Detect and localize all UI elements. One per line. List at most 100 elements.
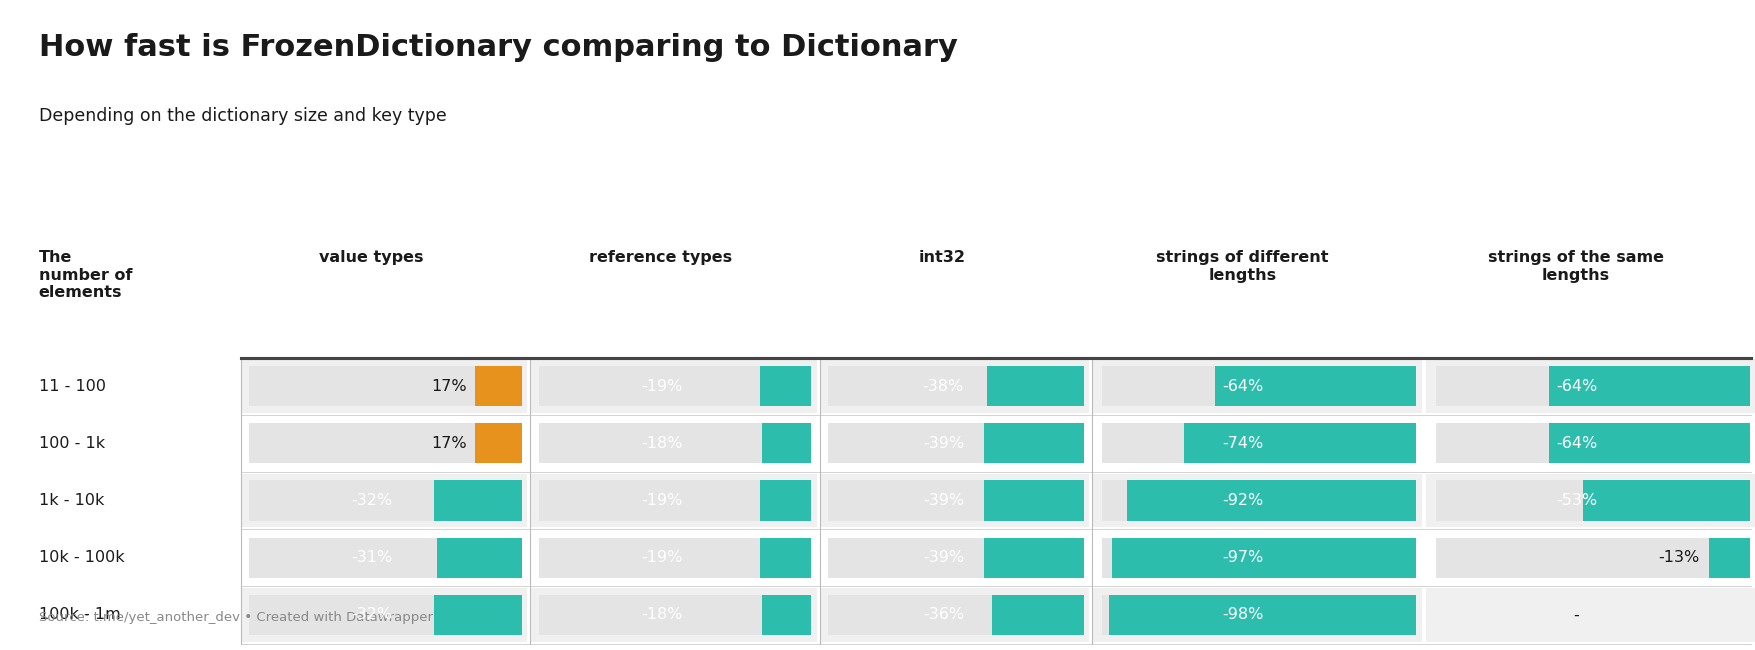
Bar <box>249 538 521 578</box>
Bar <box>530 474 816 527</box>
Bar <box>240 474 526 527</box>
Bar <box>1425 417 1755 470</box>
Bar <box>539 423 811 463</box>
Text: int32: int32 <box>918 250 965 265</box>
Bar <box>760 538 811 578</box>
Bar <box>1425 474 1755 527</box>
Text: value types: value types <box>318 250 423 265</box>
Text: 17%: 17% <box>432 436 467 451</box>
Bar <box>992 595 1083 635</box>
Text: -39%: -39% <box>923 550 963 566</box>
Bar <box>240 359 526 413</box>
Bar <box>1092 588 1422 642</box>
Bar <box>249 366 521 406</box>
Bar <box>539 595 811 635</box>
Bar <box>1548 366 1748 406</box>
Bar <box>433 595 521 635</box>
Bar <box>1092 417 1422 470</box>
Bar <box>249 595 521 635</box>
Text: -32%: -32% <box>351 493 391 508</box>
Bar <box>1092 531 1422 584</box>
Bar <box>820 417 1088 470</box>
Bar <box>986 366 1083 406</box>
Bar <box>1127 480 1415 521</box>
Bar <box>1436 366 1748 406</box>
Bar <box>1425 588 1755 642</box>
Bar <box>1214 366 1415 406</box>
Bar <box>1583 480 1748 521</box>
Text: -19%: -19% <box>641 550 683 566</box>
Text: 1k - 10k: 1k - 10k <box>39 493 104 508</box>
Text: -64%: -64% <box>1221 378 1264 394</box>
Bar <box>1436 423 1748 463</box>
Text: -92%: -92% <box>1221 493 1264 508</box>
Bar <box>820 359 1088 413</box>
Bar <box>1548 423 1748 463</box>
Text: -13%: -13% <box>1657 550 1699 566</box>
Text: strings of different
lengths: strings of different lengths <box>1155 250 1329 283</box>
Text: strings of the same
lengths: strings of the same lengths <box>1486 250 1664 283</box>
Text: How fast is FrozenDictionary comparing to Dictionary: How fast is FrozenDictionary comparing t… <box>39 32 956 62</box>
Bar <box>249 480 521 521</box>
Bar <box>1102 366 1415 406</box>
Bar <box>240 588 526 642</box>
Bar <box>820 588 1088 642</box>
Bar <box>985 538 1083 578</box>
Bar <box>530 531 816 584</box>
Text: -64%: -64% <box>1555 378 1597 394</box>
Text: -97%: -97% <box>1221 550 1264 566</box>
Bar <box>1102 595 1415 635</box>
Bar <box>828 538 1083 578</box>
Bar <box>476 366 521 406</box>
Text: -19%: -19% <box>641 493 683 508</box>
Text: 100k - 1m: 100k - 1m <box>39 607 121 623</box>
Bar <box>820 474 1088 527</box>
Bar <box>1425 359 1755 413</box>
Bar <box>1102 480 1415 521</box>
Bar <box>530 588 816 642</box>
Text: The
number of
elements: The number of elements <box>39 250 132 300</box>
Bar <box>1436 538 1748 578</box>
Bar <box>828 423 1083 463</box>
Bar <box>1102 423 1415 463</box>
Text: -74%: -74% <box>1221 436 1264 451</box>
Bar <box>828 595 1083 635</box>
Bar <box>1708 538 1748 578</box>
Text: -19%: -19% <box>641 378 683 394</box>
Bar <box>1102 538 1415 578</box>
Bar <box>240 531 526 584</box>
Bar <box>985 480 1083 521</box>
Bar <box>539 366 811 406</box>
Bar <box>530 359 816 413</box>
Text: 11 - 100: 11 - 100 <box>39 378 105 394</box>
Text: 17%: 17% <box>432 378 467 394</box>
Bar <box>762 423 811 463</box>
Text: -53%: -53% <box>1555 493 1597 508</box>
Text: -18%: -18% <box>641 436 683 451</box>
Text: -36%: -36% <box>923 607 963 623</box>
Text: -64%: -64% <box>1555 436 1597 451</box>
Bar <box>760 480 811 521</box>
Text: -38%: -38% <box>921 378 963 394</box>
Bar <box>1183 423 1415 463</box>
Bar <box>828 366 1083 406</box>
Text: -98%: -98% <box>1221 607 1264 623</box>
Bar <box>1092 359 1422 413</box>
Text: -32%: -32% <box>351 607 391 623</box>
Bar <box>1425 531 1755 584</box>
Text: -39%: -39% <box>923 436 963 451</box>
Bar <box>985 423 1083 463</box>
Bar <box>1092 474 1422 527</box>
Bar <box>240 417 526 470</box>
Bar <box>1111 538 1415 578</box>
Bar <box>1107 595 1415 635</box>
Bar <box>762 595 811 635</box>
Text: -18%: -18% <box>641 607 683 623</box>
Text: -39%: -39% <box>923 493 963 508</box>
Bar <box>539 538 811 578</box>
Bar <box>828 480 1083 521</box>
Text: Source: t.me/yet_another_dev • Created with Datawrapper: Source: t.me/yet_another_dev • Created w… <box>39 611 432 624</box>
Bar <box>1436 480 1748 521</box>
Text: Depending on the dictionary size and key type: Depending on the dictionary size and key… <box>39 107 446 125</box>
Bar <box>760 366 811 406</box>
